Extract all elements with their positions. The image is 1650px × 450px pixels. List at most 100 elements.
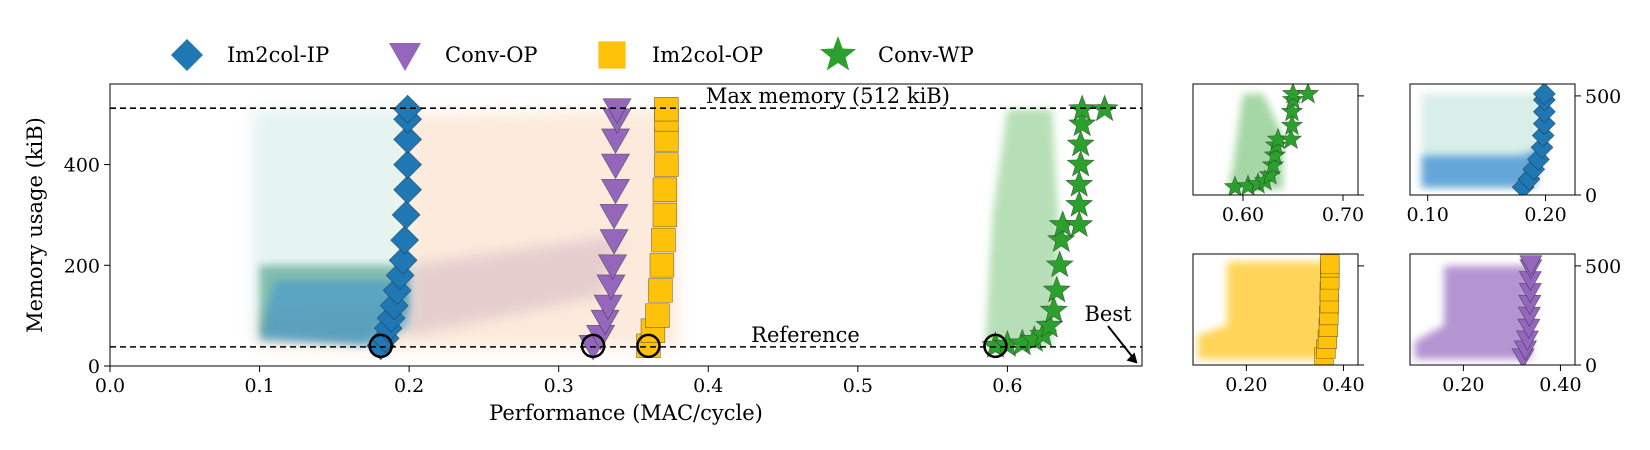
main-xtick-label: 0.5: [843, 375, 873, 397]
inset-conv-op-area: [1414, 255, 1543, 365]
main-plot: Max memory (512 kiB) Reference Best 0.0 0.1 0…: [23, 83, 1143, 425]
cloud-blue-ip: [259, 280, 410, 346]
main-xtick-label: 0.6: [992, 375, 1022, 397]
pareto-conv-wp: [1042, 275, 1071, 303]
main-xtick-label: 0.4: [693, 375, 723, 397]
inset-im2col-op-pareto: [1320, 254, 1340, 274]
inset-conv-op-ytick-label: 500: [1585, 256, 1621, 278]
main-xtick-label: 0.1: [244, 375, 274, 397]
pareto-im2col-ip: [393, 124, 423, 154]
legend-marker-conv-wp: [819, 36, 857, 71]
inset-im2col-op-cloud: [1197, 261, 1329, 360]
inset-im2col-ip-xtick-label: 0.10: [1407, 204, 1449, 226]
inset-conv-op: 0.20 0.400 500: [1409, 253, 1621, 396]
inset-im2col-op-frame: [1192, 253, 1359, 366]
inset-conv-wp-pareto: [1263, 143, 1287, 165]
inset-im2col-ip-frame: [1409, 83, 1576, 196]
pareto-conv-wp: [1039, 295, 1068, 323]
inset-conv-wp-pareto: [1279, 127, 1303, 150]
main-xtick-label: 0.2: [394, 375, 424, 397]
pareto-im2col-ip: [390, 225, 420, 255]
cloud-purple: [409, 235, 619, 336]
legend-marker-im2col-op: [598, 41, 626, 69]
main-ytick-label: 200: [64, 255, 100, 277]
pareto-conv-wp: [1065, 169, 1094, 197]
main-plot-area: [252, 94, 1119, 361]
inset-im2col-op: 0.20 0.40: [1192, 253, 1365, 396]
main-ytick-label: 0: [88, 356, 100, 378]
inset-conv-op-pareto: [1519, 255, 1543, 276]
pareto-conv-op: [599, 204, 629, 230]
inset-conv-wp-pareto: [1280, 99, 1304, 122]
pareto-im2col-op: [652, 177, 678, 202]
inset-im2col-op-xtick-label: 0.40: [1322, 374, 1364, 396]
inset-conv-op-xtick-label: 0.40: [1539, 374, 1581, 396]
inset-im2col-ip-xtick-label: 0.20: [1524, 204, 1566, 226]
inset-conv-wp-pareto: [1296, 84, 1320, 104]
pareto-im2col-ip: [393, 150, 423, 179]
main-ytick-label: 400: [64, 155, 100, 177]
inset-conv-op-frame: [1409, 253, 1576, 366]
pareto-conv-op: [593, 294, 623, 321]
pareto-conv-wp: [1065, 210, 1094, 238]
reference-circle: [368, 333, 393, 359]
best-arrow: [1107, 325, 1136, 361]
inset-im2col-ip-cloud-core: [1421, 145, 1546, 188]
inset-conv-op-cloud: [1414, 265, 1532, 360]
pareto-im2col-ip: [388, 245, 418, 275]
x-axis-label: Performance (MAC/cycle): [489, 401, 763, 425]
pareto-conv-op: [602, 98, 632, 124]
inset-conv-wp: 0.60 0.70: [1192, 83, 1364, 226]
main-xtick-label: 0.3: [544, 375, 574, 397]
inset-conv-wp-pareto: [1280, 113, 1304, 136]
inset-conv-wp-xtick-label: 0.60: [1222, 204, 1264, 226]
pareto-im2col-op: [651, 227, 676, 253]
reference-circle: [636, 333, 661, 359]
pareto-im2col-op: [654, 96, 679, 122]
inset-im2col-ip-ytick-label: 500: [1585, 86, 1621, 108]
inset-conv-wp-xtick-label: 0.70: [1322, 204, 1364, 226]
pareto-im2col-op: [645, 303, 670, 328]
pareto-im2col-op: [649, 253, 675, 278]
legend-label: Conv-WP: [878, 43, 974, 67]
pareto-conv-wp: [1066, 149, 1095, 177]
legend-marker-im2col-ip: [171, 39, 203, 71]
pareto-im2col-ip: [385, 260, 415, 290]
hline-label: Reference: [751, 323, 860, 347]
pareto-conv-op: [601, 178, 631, 205]
legend-label: Im2col-OP: [652, 43, 763, 67]
pareto-conv-wp: [1068, 109, 1097, 137]
inset-conv-wp-area: [1223, 84, 1320, 195]
pareto-im2col-ip: [379, 291, 409, 320]
pareto-conv-wp: [1035, 310, 1064, 338]
inset-im2col-ip-pareto: [1532, 84, 1556, 106]
pareto-im2col-op: [648, 278, 673, 303]
pareto-im2col-ip: [382, 276, 412, 305]
inset-conv-op-ytick-label: 0: [1585, 355, 1597, 377]
best-arrow-head: [1126, 352, 1138, 364]
main-frame: [109, 83, 1143, 367]
legend-label: Conv-OP: [445, 43, 538, 67]
cloud-green-wp: [985, 109, 1060, 346]
inset-im2col-ip: 0.10 0.20 0 500: [1407, 83, 1621, 226]
legend-label: Im2col-IP: [227, 43, 329, 67]
main-xtick-label: 0.0: [95, 375, 125, 397]
pareto-im2col-op: [654, 152, 679, 177]
inset-im2col-op-area: [1197, 254, 1340, 365]
inset-conv-op-xtick-label: 0.20: [1442, 374, 1484, 396]
pareto-im2col-ip: [393, 175, 423, 205]
inset-im2col-ip-pareto: [1532, 112, 1556, 136]
reference-circle: [983, 333, 1008, 359]
pareto-conv-wp: [1066, 129, 1095, 157]
pareto-im2col-ip: [393, 94, 423, 124]
pareto-conv-op: [599, 229, 629, 255]
legend: Im2col-IP Conv-OP Im2col-OP Conv-WP: [171, 36, 974, 71]
inset-im2col-ip-ytick-label: 0: [1585, 185, 1597, 207]
inset-im2col-op-xtick-label: 0.20: [1225, 374, 1267, 396]
pareto-conv-wp: [1045, 250, 1074, 278]
inset-im2col-ip-pareto: [1531, 124, 1555, 147]
best-label: Best: [1084, 302, 1132, 326]
hline-label: Max memory (512 kiB): [706, 84, 950, 108]
inset-im2col-ip-area: [1421, 84, 1556, 195]
